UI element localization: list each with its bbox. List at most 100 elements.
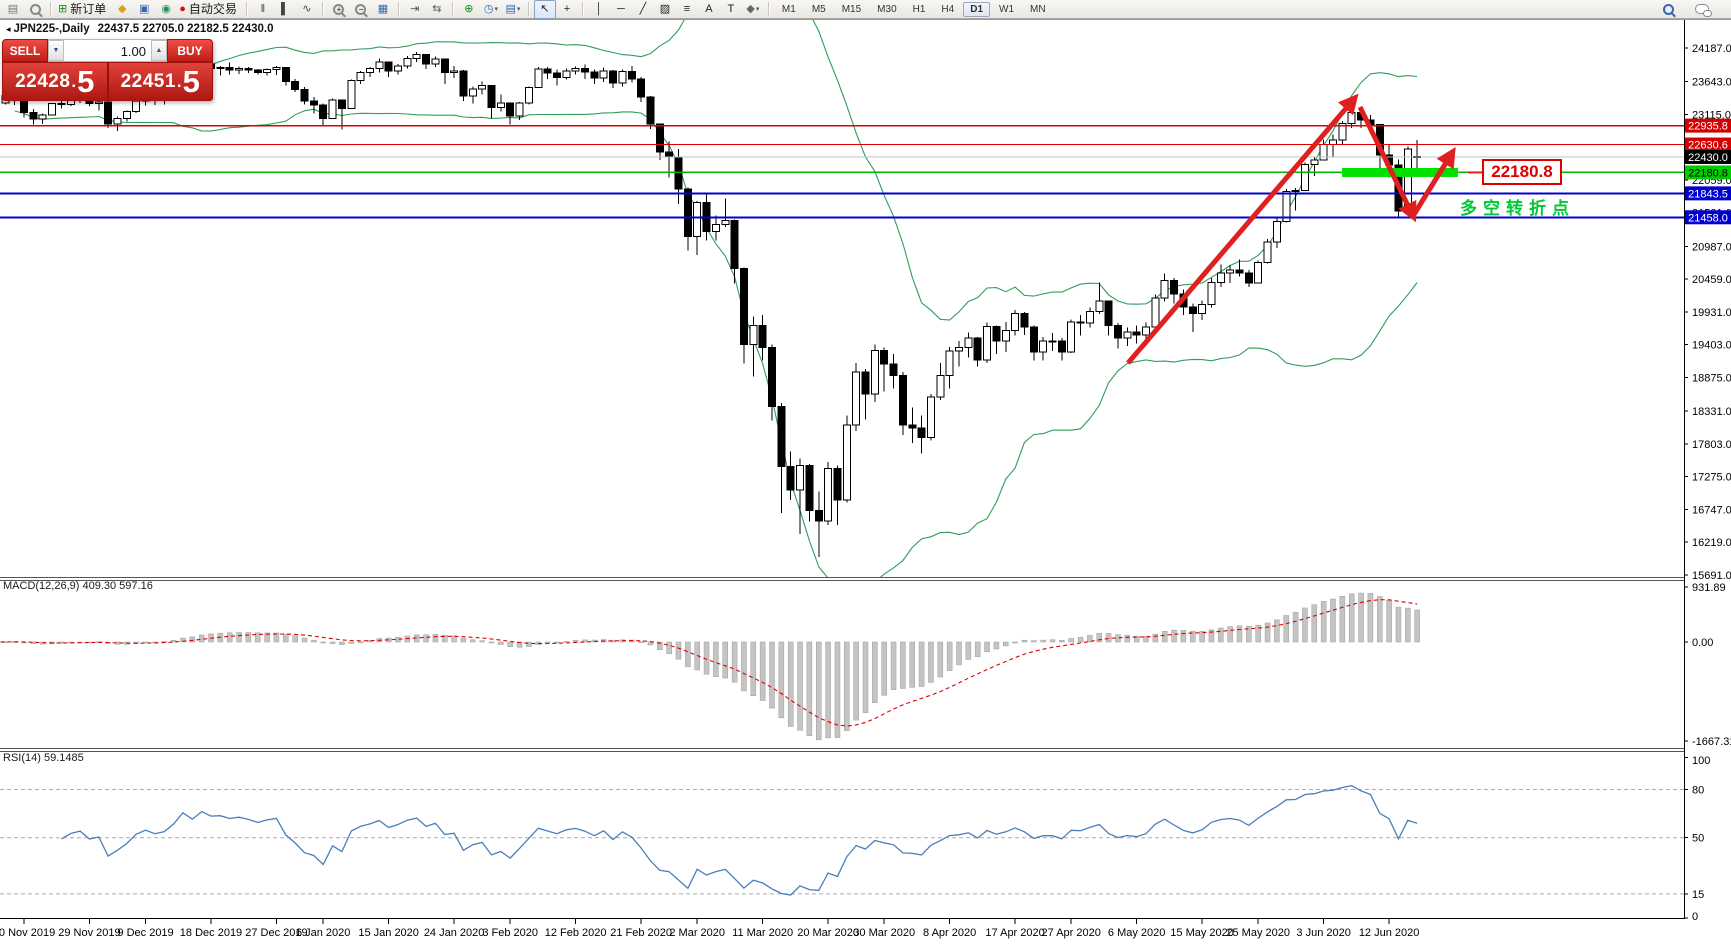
text-label-button-glyph: T (727, 2, 735, 15)
fibonacci-button-glyph: ≡ (683, 2, 691, 15)
price-tag (1685, 165, 1731, 180)
vertical-line-button[interactable]: │ (588, 0, 610, 19)
tile-windows-icon[interactable]: ▦ (372, 0, 394, 19)
bollinger-lower-band (14, 108, 1418, 577)
timeframe-m30[interactable]: M30 (877, 3, 897, 15)
text-label-button[interactable]: T (720, 0, 742, 19)
bar-chart-icon-glyph: ‖ (260, 2, 266, 15)
timeframe-d1[interactable]: D1 (963, 1, 991, 17)
signals-icon[interactable]: ◉ (155, 0, 177, 19)
price-level-annotation-box[interactable]: 22180.8 (1482, 159, 1562, 185)
zoom-in-button[interactable]: + (328, 0, 350, 19)
rsi-layer (0, 785, 1684, 896)
date-label: 9 Dec 2019 (117, 927, 173, 939)
date-label: 15 Jan 2020 (358, 927, 419, 939)
trend-arrow-2[interactable] (1357, 105, 1417, 223)
chart-shift-icon[interactable]: ⇥ (404, 0, 426, 19)
timeframe-m5[interactable]: M5 (811, 3, 826, 15)
toolbar-separator (451, 2, 454, 16)
toolbar-separator (50, 2, 52, 16)
date-label: 6 May 2020 (1108, 927, 1165, 939)
volume-decrease-button[interactable]: ▼ (48, 40, 64, 61)
date-label: 29 Nov 2019 (58, 927, 120, 939)
channel-button[interactable]: ▨ (654, 0, 676, 19)
chat-icon[interactable] (1691, 0, 1713, 19)
sell-price-display[interactable]: 22428. 5 (2, 62, 108, 101)
price-tick-label: 17275.0 (1692, 472, 1731, 484)
crosshair-button[interactable]: + (556, 0, 578, 19)
text-button[interactable]: A (698, 0, 720, 19)
symbol-period-label: JPN225-,Daily (13, 23, 90, 35)
vertical-line-button-glyph: │ (595, 2, 603, 15)
price-tag (1685, 149, 1731, 164)
volume-input[interactable]: 1.00 (64, 40, 151, 61)
cursor-button[interactable]: ↖ (533, 0, 556, 19)
fibonacci-button[interactable]: ≡ (676, 0, 698, 19)
indicators-button[interactable]: ⊕ (458, 0, 480, 19)
line-chart-icon[interactable]: ∿ (296, 0, 318, 19)
new-order-button[interactable]: ⊞ 新订单 (56, 0, 111, 19)
crosshair-button-glyph: + (563, 2, 571, 15)
timeframe-h4[interactable]: H4 (941, 3, 955, 15)
search-icon-glyph (1662, 3, 1674, 15)
main-chart-layer (1, 20, 1422, 577)
volume-increase-button[interactable]: ▲ (151, 40, 167, 61)
auto-trading-button[interactable]: ● 自动交易 (177, 0, 242, 19)
market-watch-icon[interactable]: ◆ (111, 0, 133, 19)
zoom-in-button-glyph: + (333, 3, 345, 15)
collapse-icon[interactable]: ◂ (6, 24, 11, 34)
symbol-info-line: ◂ JPN225-,Daily 22437.5 22705.0 22182.5 22… (6, 23, 273, 35)
search-icon[interactable] (1657, 0, 1679, 19)
timeframe-mn[interactable]: MN (1030, 3, 1046, 15)
trend-arrow-1[interactable] (1126, 93, 1359, 365)
candlestick-chart-icon-glyph: ▌ (281, 2, 289, 15)
price-tick-label: 20987.0 (1692, 241, 1731, 253)
price-tick-label: 17803.0 (1692, 439, 1731, 451)
toolbar-separator (245, 2, 248, 16)
macd-signal-line (0, 599, 1418, 727)
trendline-button[interactable]: ╱ (632, 0, 654, 19)
navigator-icon[interactable]: ▣ (133, 0, 155, 19)
timeframe-m15[interactable]: M15 (841, 3, 862, 15)
trend-arrow-3[interactable] (1410, 147, 1456, 218)
auto-scroll-icon[interactable]: ⇆ (426, 0, 448, 19)
price-tick-label: 16219.0 (1692, 537, 1731, 549)
date-label: 24 Jan 2020 (424, 927, 485, 939)
timeframe-h1[interactable]: H1 (912, 3, 926, 15)
timeframe-w1[interactable]: W1 (999, 3, 1015, 15)
buy-price-frac: 5 (182, 63, 200, 99)
date-label: 3 Jun 2020 (1296, 927, 1350, 939)
macd-tick-label: 931.89 (1692, 582, 1726, 594)
buy-price-display[interactable]: 22451. 5 (107, 62, 213, 101)
buy-button[interactable]: BUY (167, 39, 213, 62)
price-tick-label: 20459.0 (1692, 274, 1731, 286)
data-window-icon[interactable] (24, 0, 46, 19)
macd-layer (0, 592, 1420, 741)
bar-chart-icon[interactable]: ‖ (252, 0, 274, 19)
charts-icon[interactable]: ▤ (2, 0, 24, 19)
price-tick-label: 23115.0 (1692, 109, 1731, 121)
market-watch-icon-glyph: ◆ (118, 2, 127, 15)
periods-button[interactable]: ◷ ▾ (480, 0, 502, 19)
date-label: 18 Dec 2019 (180, 927, 242, 939)
highlight-green-bar[interactable] (1342, 167, 1458, 177)
templates-button[interactable]: ▤ ▾ (502, 0, 524, 19)
rsi-tick-label: 100 (1692, 755, 1710, 767)
volume-control: ▼ 1.00 ▲ (48, 39, 167, 62)
arrows-button[interactable]: ◆ ▾ (742, 0, 764, 19)
toolbar-right-group (1651, 0, 1719, 19)
candlestick-chart-icon[interactable]: ▌ (274, 0, 296, 19)
price-tag (1685, 186, 1731, 201)
date-label: 3 Feb 2020 (482, 927, 538, 939)
timeframe-m1[interactable]: M1 (781, 3, 796, 15)
turning-point-annotation[interactable]: 多空转折点 (1460, 199, 1575, 218)
zoom-out-button[interactable]: − (350, 0, 372, 19)
rsi-tick-label: 15 (1692, 889, 1704, 901)
horizontal-line-button[interactable]: ─ (610, 0, 632, 19)
sell-button[interactable]: SELL (2, 39, 48, 62)
templates-button-glyph: ▤ (505, 2, 516, 15)
date-label: 17 Apr 2020 (985, 927, 1044, 939)
toolbar: ▤ ⊞ 新订单 ◆ ▣ ◉ ● 自动交易 ‖ ▌ ∿ + − ▦ ⇥ ⇆ ⊕ ◷ ▾ ▤ ▾ ↖ + │ ─ ╱ ▨ ≡ A T ◆ ▾ M1 M… (0, 0, 1731, 19)
date-label: 12 Jun 2020 (1359, 927, 1420, 939)
